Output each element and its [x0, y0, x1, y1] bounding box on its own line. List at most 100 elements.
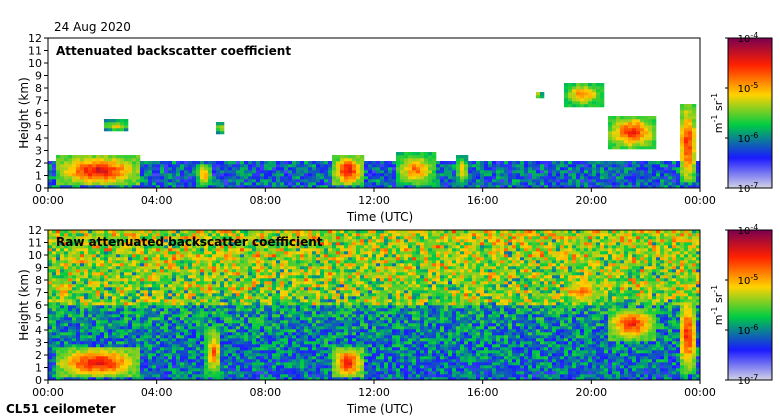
- heatmap-cell: [196, 350, 201, 354]
- heatmap-cell: [132, 296, 137, 300]
- heatmap-cell: [176, 245, 181, 249]
- heatmap-cell: [692, 146, 697, 150]
- heatmap-cell: [188, 371, 193, 375]
- heatmap-cell: [84, 332, 89, 336]
- y-tick-label: 3: [35, 145, 42, 158]
- heatmap-cell: [100, 281, 105, 285]
- heatmap-cell: [288, 248, 293, 252]
- heatmap-cell: [408, 179, 413, 183]
- heatmap-cell: [92, 317, 97, 321]
- heatmap-cell: [124, 239, 129, 243]
- heatmap-cell: [252, 293, 257, 297]
- heatmap-cell: [580, 95, 585, 99]
- heatmap-cell: [620, 116, 625, 120]
- heatmap-cell: [656, 185, 661, 189]
- heatmap-cell: [576, 98, 581, 102]
- heatmap-cell: [400, 179, 405, 183]
- heatmap-cell: [84, 359, 89, 363]
- heatmap-cell: [84, 236, 89, 240]
- heatmap-cell: [256, 239, 261, 243]
- heatmap-cell: [148, 332, 153, 336]
- heatmap-cell: [192, 317, 197, 321]
- heatmap-cell: [180, 248, 185, 252]
- heatmap-cell: [688, 161, 693, 165]
- heatmap-cell: [400, 158, 405, 162]
- heatmap-cell: [276, 245, 281, 249]
- heatmap-cell: [288, 260, 293, 264]
- heatmap-cell: [48, 230, 53, 234]
- heatmap-cell: [100, 311, 105, 315]
- heatmap-cell: [672, 185, 677, 189]
- heatmap-cell: [180, 230, 185, 234]
- heatmap-cell: [104, 155, 109, 159]
- heatmap-cell: [616, 140, 621, 144]
- heatmap-cell: [684, 116, 689, 120]
- heatmap-cell: [148, 344, 153, 348]
- heatmap-cell: [72, 254, 77, 258]
- heatmap-cell: [256, 185, 261, 189]
- heatmap-cell: [172, 329, 177, 333]
- heatmap-cell: [72, 326, 77, 330]
- heatmap-cell: [100, 176, 105, 180]
- heatmap-cell: [344, 170, 349, 174]
- heatmap-cell: [76, 272, 81, 276]
- heatmap-cell: [108, 239, 113, 243]
- heatmap-cell: [192, 254, 197, 258]
- heatmap-cell: [184, 278, 189, 282]
- heatmap-cell: [156, 185, 161, 189]
- heatmap-cell: [324, 170, 329, 174]
- heatmap-cell: [104, 164, 109, 168]
- heatmap-cell: [196, 167, 201, 171]
- heatmap-cell: [600, 89, 605, 93]
- heatmap-cell: [108, 182, 113, 186]
- heatmap-cell: [300, 176, 305, 180]
- heatmap-cell: [568, 167, 573, 171]
- heatmap-cell: [164, 302, 169, 306]
- heatmap-cell: [164, 341, 169, 345]
- heatmap-cell: [240, 356, 245, 360]
- heatmap-cell: [176, 341, 181, 345]
- heatmap-cell: [60, 371, 65, 375]
- heatmap-cell: [56, 326, 61, 330]
- heatmap-cell: [380, 182, 385, 186]
- heatmap-cell: [436, 164, 441, 168]
- heatmap-cell: [52, 365, 57, 369]
- heatmap-cell: [320, 179, 325, 183]
- heatmap-cell: [92, 311, 97, 315]
- heatmap-cell: [112, 272, 117, 276]
- heatmap-cell: [76, 287, 81, 291]
- heatmap-cell: [252, 281, 257, 285]
- heatmap-cell: [220, 248, 225, 252]
- heatmap-cell: [624, 146, 629, 150]
- heatmap-cell: [64, 299, 69, 303]
- heatmap-cell: [188, 236, 193, 240]
- heatmap-cell: [172, 311, 177, 315]
- heatmap-cell: [260, 230, 265, 234]
- heatmap-cell: [144, 239, 149, 243]
- heatmap-cell: [144, 365, 149, 369]
- heatmap-cell: [208, 272, 213, 276]
- heatmap-cell: [72, 308, 77, 312]
- heatmap-cell: [532, 164, 537, 168]
- heatmap-cell: [636, 176, 641, 180]
- heatmap-cell: [136, 173, 141, 177]
- heatmap-cell: [440, 164, 445, 168]
- heatmap-cell: [100, 275, 105, 279]
- heatmap-cell: [200, 350, 205, 354]
- heatmap-cell: [260, 182, 265, 186]
- heatmap-cell: [56, 341, 61, 345]
- heatmap-cell: [204, 161, 209, 165]
- heatmap-cell: [248, 317, 253, 321]
- heatmap-cell: [272, 353, 277, 357]
- heatmap-cell: [260, 308, 265, 312]
- heatmap-cell: [168, 308, 173, 312]
- heatmap-cell: [52, 170, 57, 174]
- heatmap-cell: [160, 182, 165, 186]
- heatmap-cell: [676, 173, 681, 177]
- heatmap-cell: [244, 233, 249, 237]
- heatmap-cell: [424, 161, 429, 165]
- heatmap-cell: [616, 146, 621, 150]
- heatmap-cell: [568, 83, 573, 87]
- heatmap-cell: [288, 368, 293, 372]
- heatmap-cell: [104, 284, 109, 288]
